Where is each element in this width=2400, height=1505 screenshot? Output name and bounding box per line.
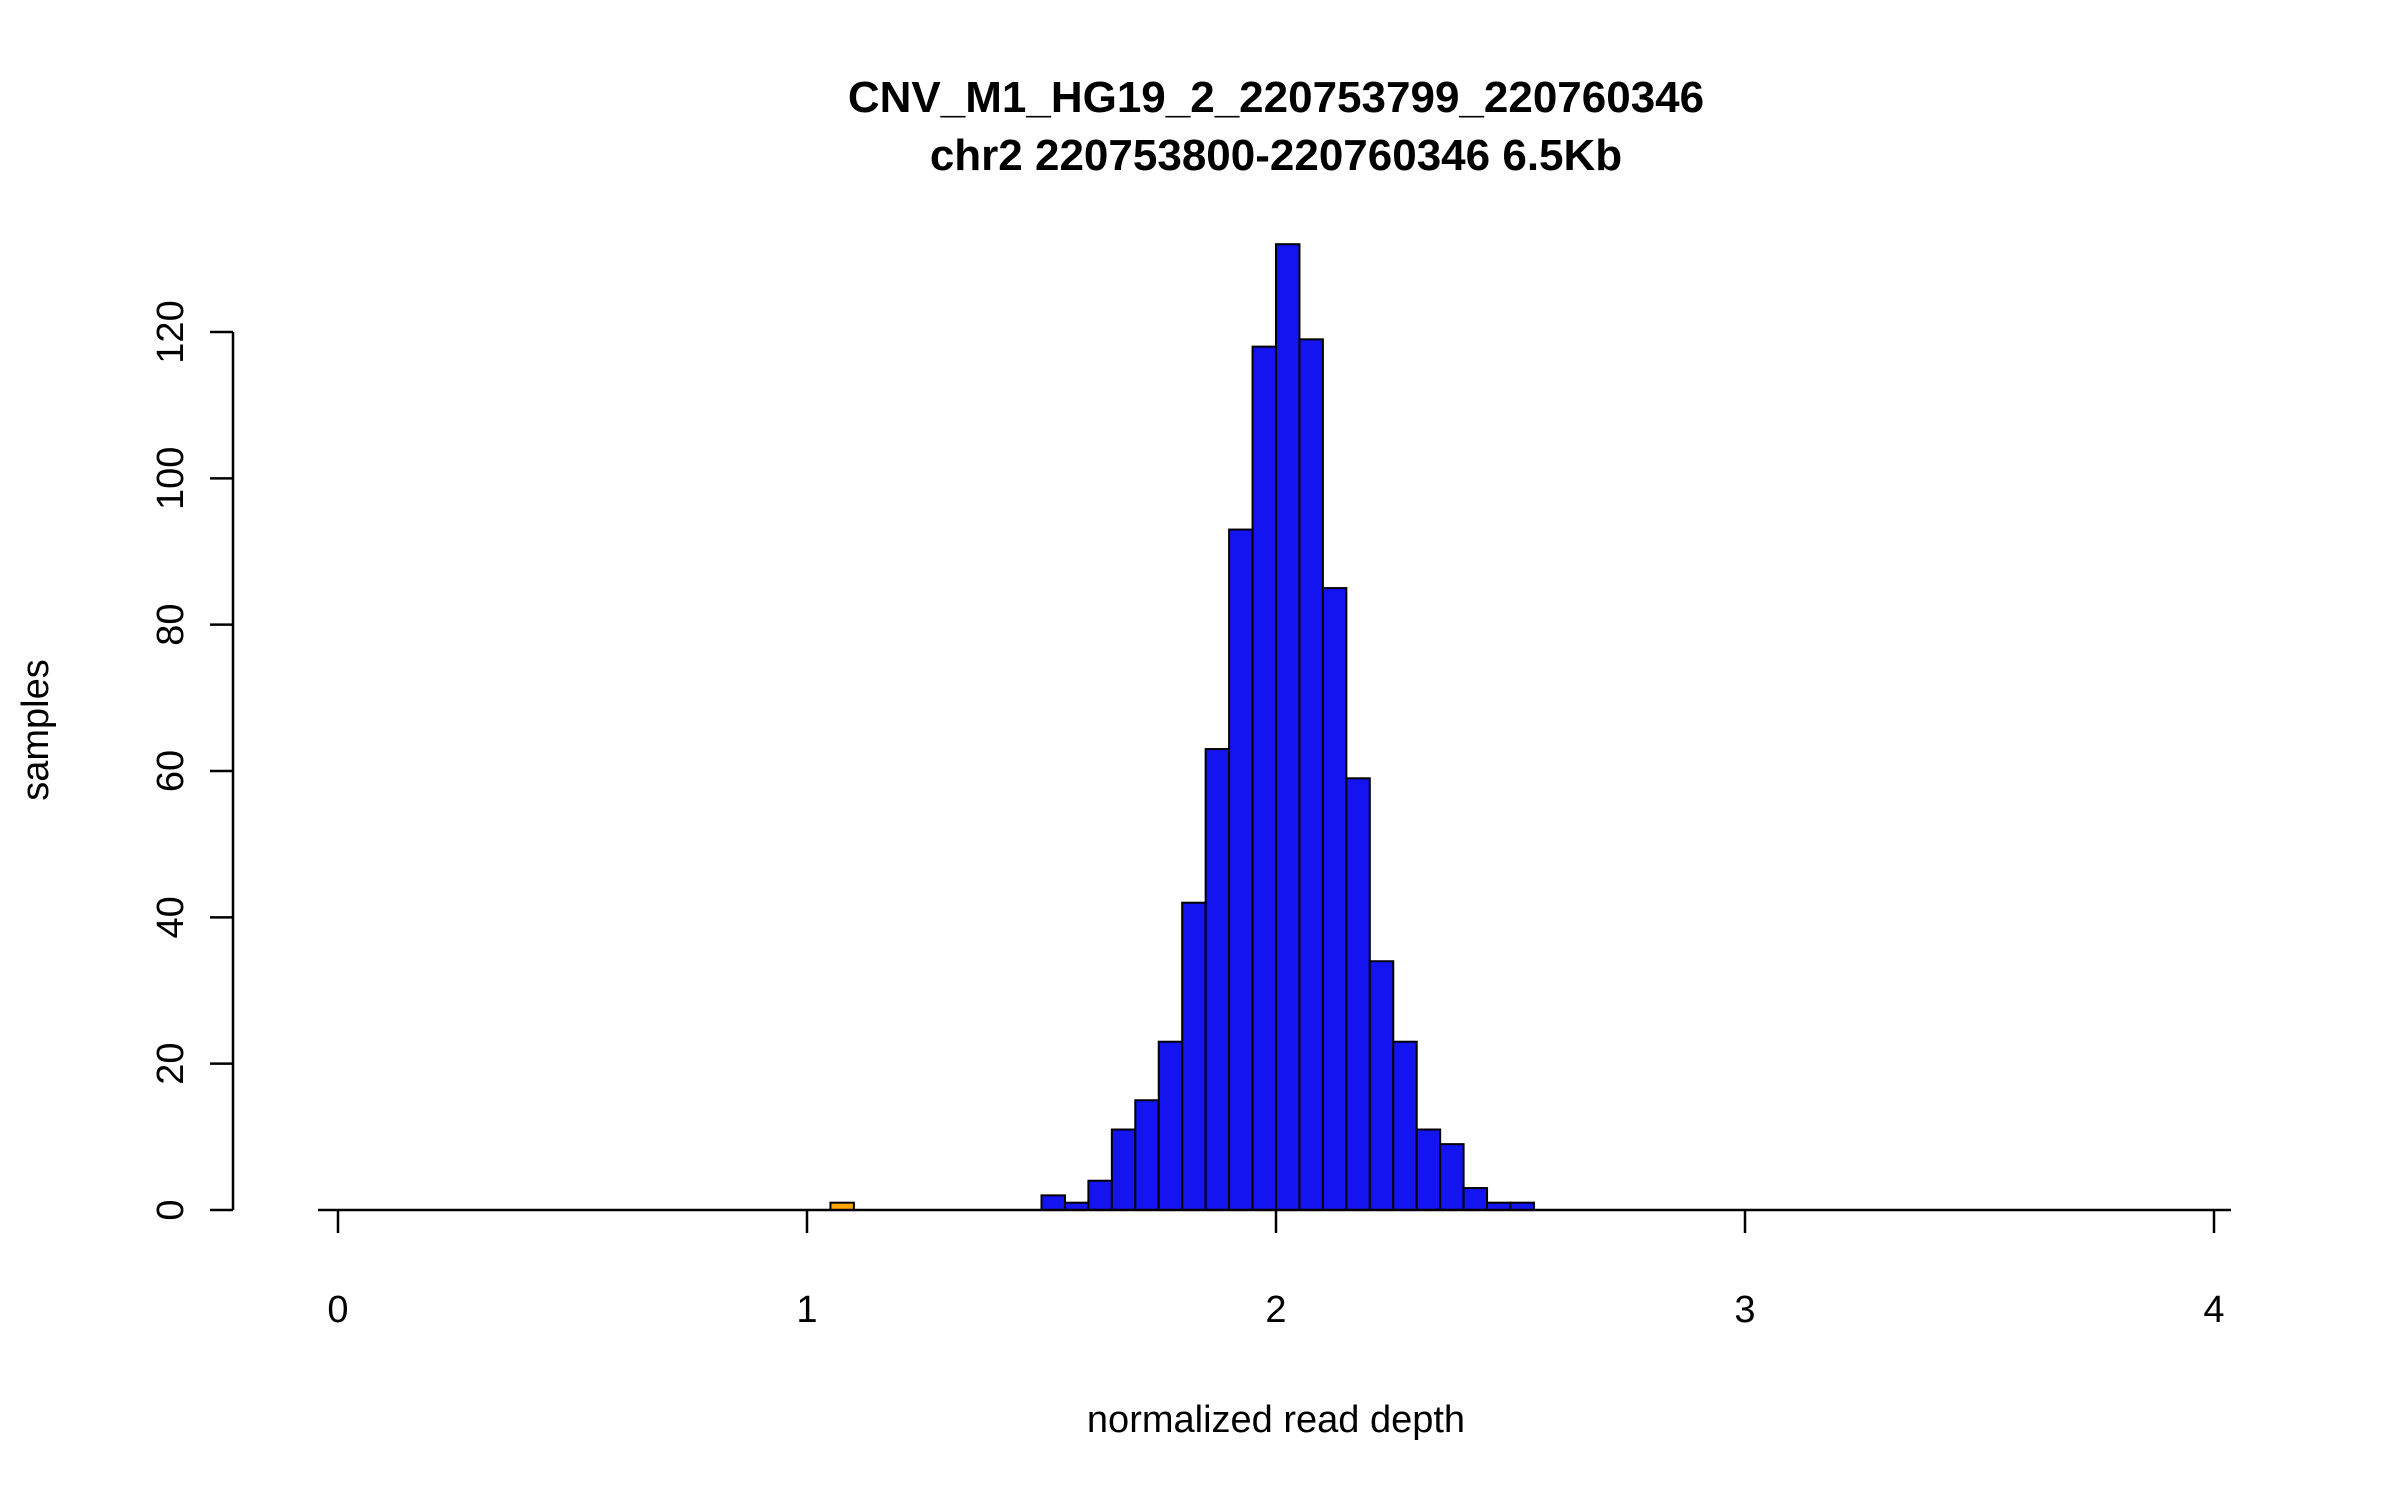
x-tick-label: 2	[1265, 1289, 1286, 1331]
histogram-bar	[1392, 1040, 1418, 1212]
histogram-bar	[1040, 1194, 1066, 1212]
histogram-bar	[1134, 1099, 1160, 1211]
chart-title: CNV_M1_HG19_2_220753799_220760346	[848, 73, 1704, 122]
histogram-bar	[1110, 1128, 1137, 1212]
x-tick-label: 3	[1734, 1289, 1755, 1331]
x-tick-label: 4	[2203, 1289, 2224, 1331]
x-tick-label: 1	[796, 1289, 817, 1331]
histogram-bar	[1345, 777, 1371, 1211]
histogram-bar	[1275, 243, 1301, 1211]
histogram-bar	[1298, 338, 1324, 1212]
y-axis-title: samples	[15, 659, 57, 801]
histogram-bar	[1368, 960, 1395, 1211]
y-tick-label: 40	[150, 896, 192, 938]
y-tick-label: 80	[150, 604, 192, 646]
y-tick-label: 0	[150, 1199, 192, 1220]
x-axis-title: normalized read depth	[1087, 1399, 1465, 1441]
histogram-bar	[1321, 587, 1348, 1211]
y-tick-label: 60	[150, 750, 192, 792]
histogram-bar	[1439, 1143, 1465, 1212]
histogram-bar	[1181, 901, 1207, 1211]
histogram-bar	[1157, 1040, 1184, 1212]
y-tick-label: 100	[150, 447, 192, 510]
histogram-bar	[1228, 528, 1254, 1211]
histogram-bar	[1204, 748, 1231, 1211]
histogram-bar	[1462, 1187, 1489, 1212]
x-tick-label: 0	[327, 1289, 348, 1331]
chart-subtitle: chr2 220753800-220760346 6.5Kb	[930, 131, 1622, 180]
histogram-bar	[1087, 1179, 1113, 1211]
histogram-bar	[1251, 345, 1278, 1211]
y-tick-label: 20	[150, 1043, 192, 1085]
y-tick-label: 120	[150, 300, 192, 363]
histogram-bar	[1415, 1128, 1442, 1212]
bars-layer	[829, 243, 1535, 1212]
